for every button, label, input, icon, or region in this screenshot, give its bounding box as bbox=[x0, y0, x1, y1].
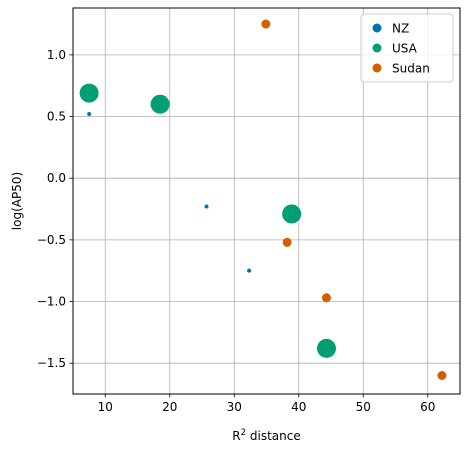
y-tick-label: 0.0 bbox=[47, 171, 66, 185]
legend-frame bbox=[360, 13, 454, 83]
data-point-nz bbox=[87, 112, 92, 117]
y-tick-label: 0.5 bbox=[47, 110, 66, 124]
legend: NZ USA Sudan bbox=[360, 13, 454, 83]
data-points bbox=[79, 19, 447, 381]
x-axis-label-rest: distance bbox=[246, 429, 301, 443]
data-point-nz bbox=[247, 268, 252, 273]
x-tick-label: 60 bbox=[420, 400, 435, 414]
x-axis-label: R2 distance bbox=[232, 428, 300, 443]
y-tick-label: −1.5 bbox=[37, 356, 66, 370]
data-point-usa bbox=[79, 83, 99, 103]
data-point-usa bbox=[316, 338, 336, 358]
y-axis-label: log(AP50) bbox=[10, 172, 24, 230]
data-point-sudan bbox=[261, 19, 271, 29]
data-point-sudan bbox=[437, 371, 447, 381]
x-tick-label: 30 bbox=[227, 400, 242, 414]
legend-marker-nz bbox=[372, 23, 382, 33]
x-axis-label-main: R bbox=[232, 429, 240, 443]
legend-marker-usa bbox=[372, 43, 382, 53]
x-axis-label-superscript: 2 bbox=[241, 428, 246, 438]
data-point-usa bbox=[150, 94, 170, 114]
legend-marker-sudan bbox=[372, 63, 382, 73]
legend-label-nz: NZ bbox=[392, 22, 409, 36]
legend-label-usa: USA bbox=[392, 42, 418, 56]
plot-frame bbox=[72, 7, 461, 395]
axis-ticks: 10 20 30 40 50 60 −1.5 −1.0 −0.5 0.0 0.5 1.0 bbox=[37, 48, 436, 414]
y-tick-label: 1.0 bbox=[47, 48, 66, 62]
x-tick-label: 40 bbox=[291, 400, 306, 414]
y-tick-label: −0.5 bbox=[37, 233, 66, 247]
x-tick-label: 20 bbox=[162, 400, 177, 414]
y-tick-label: −1.0 bbox=[37, 295, 66, 309]
data-point-sudan bbox=[321, 293, 331, 303]
x-tick-label: 10 bbox=[98, 400, 113, 414]
data-point-nz bbox=[204, 204, 209, 209]
x-tick-label: 50 bbox=[356, 400, 371, 414]
data-point-sudan bbox=[282, 237, 292, 247]
data-point-usa bbox=[282, 204, 302, 224]
legend-label-sudan: Sudan bbox=[392, 62, 430, 76]
